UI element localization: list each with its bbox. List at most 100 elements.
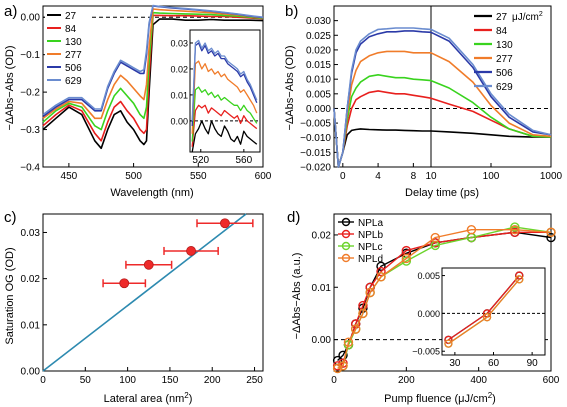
panel-b-ytick-label: −0.015 (300, 148, 331, 159)
panel-b-series-line-27 (333, 108, 551, 168)
panel-d-marker-NPLd (351, 324, 361, 334)
panel-b-ytick-label: −0.010 (300, 133, 331, 144)
panel-d-inset-xtick-label: 90 (527, 358, 539, 369)
panel-a-xtick-label: 450 (61, 171, 78, 182)
panel-d-marker-NPLa (376, 261, 386, 272)
panel-b-xlabel: Delay time (ps) (405, 187, 479, 199)
panel-a-series-line-27 (42, 18, 264, 150)
panel-a-inset-ytick-label: 0.00 (170, 116, 188, 126)
panel-a-inset-xtick-label: 520 (192, 155, 209, 166)
panel-a-inset-series-line-130 (191, 86, 258, 142)
panel-d-inset-marker-NPLd (482, 313, 492, 322)
panel-d-marker-NPLd (338, 361, 348, 371)
panel-a-label: a) (4, 3, 17, 20)
panel-a-series-line-84 (42, 14, 264, 142)
panel-d-legend-label: NPLc (358, 242, 382, 253)
panel-c-xtick-label: 50 (80, 375, 92, 386)
panel-d-label: d) (287, 209, 300, 226)
panel-b-ytick-label: 0.005 (306, 89, 331, 100)
panel-a-legend-label: 84 (65, 24, 77, 35)
panel-b-xtick-label: 100 (483, 171, 500, 182)
panel-b-legend-label: 506 (496, 68, 513, 79)
panel-d-ytick-label: 0.02 (312, 230, 332, 241)
panel-d-inset-marker-NPLb (515, 271, 524, 280)
panel-c-ytick-label: 0.02 (21, 274, 41, 285)
panel-c-xtick-label: 150 (162, 375, 179, 386)
panel-b-ytick-label: 0.000 (306, 104, 331, 115)
panel-a-xtick-label: 500 (125, 171, 142, 182)
panel-a-inset-series-line-84 (191, 104, 258, 147)
panel-c-frame (42, 213, 264, 372)
panel-a-legend-label: 27 (65, 11, 77, 22)
panel-d: d) −ΔAbs−Abs (a.u.) Pump fluence (μJ/cm2… (287, 209, 560, 405)
panel-b-ytick-label: −0.005 (300, 119, 331, 130)
panel-d-marker-NPLd (332, 363, 343, 374)
panel-b-series-line-506 (333, 30, 552, 168)
panel-d-inset-ytick-label: −0.005 (412, 347, 440, 357)
panel-d-marker-NPLd (430, 232, 440, 243)
panel-d-marker-NPLd (358, 308, 368, 319)
panel-a-inset-series-line-27 (191, 120, 258, 153)
panel-b-frame (333, 5, 552, 168)
panel-a-inset-ytick-label: 0.03 (170, 38, 188, 48)
panel-c-data-point (143, 259, 154, 270)
panel-a-inset-ytick-label: 0.02 (170, 64, 188, 74)
panel-d-frame (333, 213, 552, 372)
panel-d-marker-NPLd (401, 253, 412, 264)
panel-b-ytick-label: 0.010 (306, 75, 331, 86)
panel-d-legend-marker (341, 229, 351, 239)
panel-a-xlabel: Wavelength (nm) (110, 187, 193, 199)
panel-b-legend-label: 27 (496, 12, 508, 23)
panel-d-marker-NPLc (510, 222, 520, 232)
panel-c-xtick-label: 200 (204, 375, 221, 386)
panel-d-marker-NPLd (546, 227, 556, 238)
panel-d-xtick-label: 0 (331, 375, 337, 386)
panel-c-data-point (119, 278, 130, 289)
panel-a-legend-label: 506 (65, 63, 82, 74)
panel-a-ytick-label: −0.4 (20, 163, 40, 174)
panel-b-ytick-label: 0.015 (306, 60, 331, 71)
panel-a-legend-label: 277 (65, 50, 82, 61)
panel-d-marker-NPLb (376, 266, 386, 277)
panel-b-ytick-label: −0.020 (300, 163, 331, 174)
panel-a-series-line-277 (42, 8, 264, 120)
panel-d-legend-label: NPLb (358, 230, 383, 241)
panel-b-series-line-130 (333, 74, 552, 168)
panel-d-marker-NPLb (430, 238, 440, 248)
panel-d-marker-NPLd (510, 224, 520, 235)
panel-c-data-point (220, 218, 230, 229)
panel-b-legend-label: 277 (496, 54, 513, 65)
panel-d-inset-xtick-label: 30 (449, 358, 461, 369)
panel-c-ylabel: Saturation OG (OD) (4, 247, 16, 344)
panel-b-legend-unit: μJ/cm2 (512, 11, 543, 23)
panel-d-xtick-label: 400 (470, 375, 487, 386)
panel-d-legend-marker (341, 241, 351, 251)
panel-b-ytick-label: 0.020 (306, 45, 331, 56)
panel-a-ytick-label: −0.3 (20, 125, 40, 136)
panel-c-fit-line (42, 213, 247, 372)
panel-c-ytick-label: 0.01 (21, 320, 41, 331)
panel-c-data-point (186, 246, 196, 256)
panel-a-series-line-130 (42, 11, 264, 131)
panel-b-series-line-629 (333, 27, 552, 168)
panel-b-ylabel: −ΔAbs−Abs (OD) (284, 46, 296, 131)
panel-b-xtick-label: 0 (340, 171, 346, 182)
panel-a-ytick-label: −0.1 (20, 50, 40, 61)
panel-a-ytick-label: 0.00 (21, 13, 41, 24)
panel-a-xtick-label: 550 (190, 171, 207, 182)
panel-d-marker-NPLb (338, 358, 348, 368)
panel-d-ytick-label: 0.01 (312, 283, 332, 294)
panel-a-inset-series-line-277 (191, 60, 258, 134)
panel-d-marker-NPLd (376, 272, 386, 282)
panel-d-legend-marker (341, 217, 351, 227)
panel-b-legend-label: 629 (496, 82, 513, 93)
panel-b-label: b) (285, 3, 298, 20)
panel-d-marker-NPLb (510, 227, 520, 238)
panel-d-inset-xtick-label: 60 (488, 358, 500, 369)
panel-d-legend-label: NPLa (358, 218, 383, 229)
panel-b-ytick-label: 0.030 (306, 16, 331, 27)
panel-d-ytick-label: 0.00 (312, 335, 332, 346)
panel-a-inset-ytick-label: 0.01 (170, 90, 188, 100)
panel-a-legend-box (45, 8, 90, 89)
